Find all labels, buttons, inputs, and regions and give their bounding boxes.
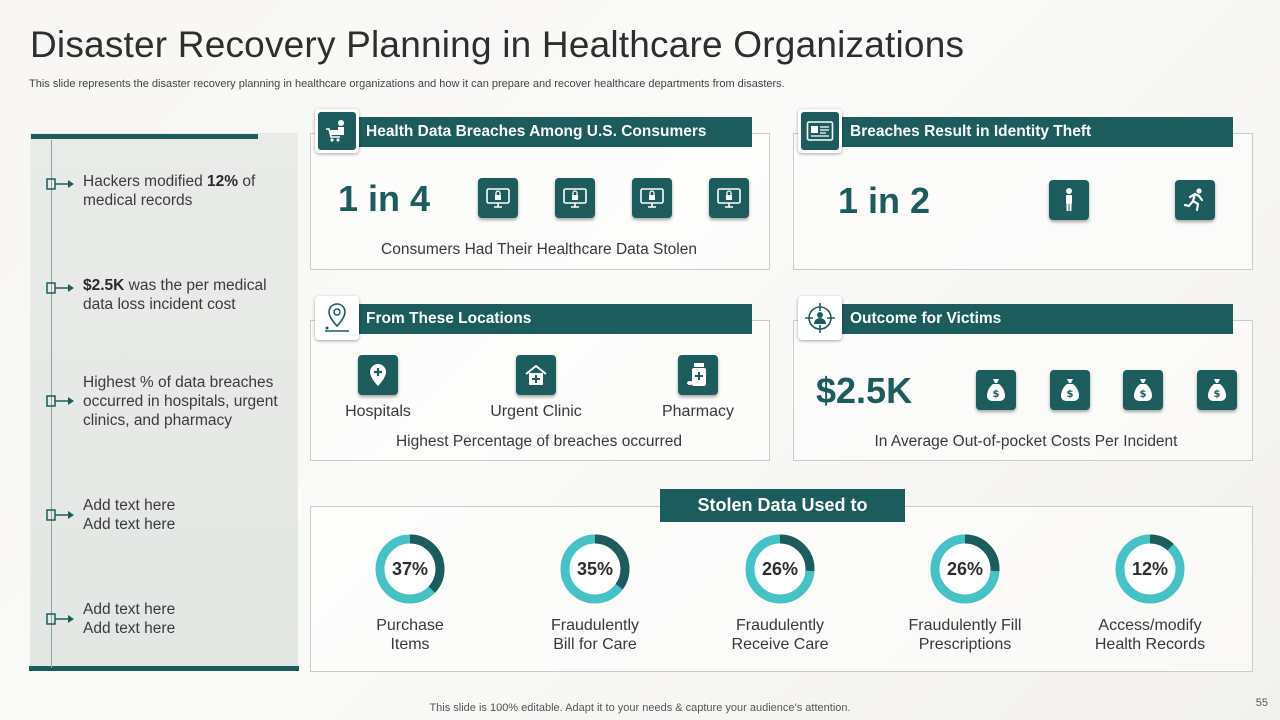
donut-value-arc <box>375 534 445 604</box>
shopping-cart-person-icon <box>326 120 344 142</box>
donut-category-label: Access/modify Health Records <box>1094 617 1206 653</box>
location-label-hospitals: Hospitals <box>345 403 411 420</box>
person-standing-icon <box>1049 180 1089 220</box>
locations-header: From These Locations <box>352 304 752 334</box>
outcome-header-icon-badge <box>798 296 842 340</box>
identity-stat: 1 in 2 <box>838 180 931 221</box>
timeline-text: Add text here Add text here <box>83 497 176 533</box>
money-bag-icon: $ <box>976 370 1016 410</box>
page-subtitle: This slide represents the disaster recov… <box>29 78 785 90</box>
donut-category-label: Fraudulently Fill Prescriptions <box>908 617 1022 653</box>
breaches-header-icon-badge <box>315 109 359 153</box>
left-timeline-panel <box>30 133 298 671</box>
panel-top-bar <box>31 134 258 139</box>
donut-value-arc <box>745 534 815 604</box>
donut-chart: 26% <box>930 534 1000 604</box>
donut-percent-label: 37% <box>392 559 428 579</box>
donut-chart: 37% <box>375 534 445 604</box>
donut-value-arc <box>560 534 630 604</box>
svg-text:$: $ <box>993 389 1000 400</box>
hospital-pin-icon <box>358 355 398 395</box>
donut-chart: 35% <box>560 534 630 604</box>
timeline-item: Hackers modified 12% of medical records <box>46 172 296 232</box>
svg-text:$: $ <box>1214 389 1221 400</box>
id-card-icon <box>806 121 834 141</box>
timeline-item: $2.5K was the per medical data loss inci… <box>46 276 296 336</box>
donut-category-label: Purchase Items <box>376 617 444 653</box>
timeline-item: Add text here Add text here <box>46 497 296 563</box>
target-person-icon <box>805 303 835 333</box>
donut-percent-label: 26% <box>947 559 983 579</box>
connector-icon <box>46 178 74 190</box>
connector-icon <box>46 282 74 294</box>
donut-percent-label: 26% <box>762 559 798 579</box>
monitor-lock-icon <box>709 178 749 218</box>
outcome-header: Outcome for Victims <box>836 304 1233 334</box>
page-title: Disaster Recovery Planning in Healthcare… <box>30 24 965 65</box>
page-number: 55 <box>1255 697 1268 709</box>
locations-caption: Highest Percentage of breaches occurred <box>395 433 683 450</box>
location-label-pharmacy: Pharmacy <box>661 403 735 420</box>
donut-chart: 12% <box>1115 534 1185 604</box>
running-person-icon <box>1175 180 1215 220</box>
connector-icon <box>46 509 74 521</box>
money-bag-icon: $ <box>1197 370 1237 410</box>
breaches-stat: 1 in 4 <box>338 178 431 219</box>
clinic-house-icon <box>516 355 556 395</box>
timeline-text: Add text here Add text here <box>83 601 176 637</box>
svg-text:$: $ <box>1140 389 1147 400</box>
money-bag-icon: $ <box>1123 370 1163 410</box>
outcome-caption: In Average Out-of-pocket Costs Per Incid… <box>874 433 1178 450</box>
outcome-card <box>793 320 1253 461</box>
footer-note: This slide is 100% editable. Adapt it to… <box>429 702 851 714</box>
map-pin-icon <box>325 303 349 332</box>
identity-header-icon-badge <box>798 109 842 153</box>
timeline-item: Highest % of data breaches occurred in h… <box>46 374 296 469</box>
donut-value-arc <box>930 534 1000 604</box>
donut-value-arc <box>1115 534 1185 604</box>
pharmacy-bottle-icon <box>678 355 718 395</box>
timeline-text: Hackers modified 12% of medical records <box>83 173 256 209</box>
svg-text:$: $ <box>1067 389 1074 400</box>
monitor-lock-icon <box>632 178 672 218</box>
identity-header: Breaches Result in Identity Theft <box>836 117 1233 147</box>
donut-category-label: Fraudulently Bill for Care <box>550 617 640 653</box>
connector-icon <box>46 395 74 407</box>
breaches-header: Health Data Breaches Among U.S. Consumer… <box>352 117 752 147</box>
outcome-stat: $2.5K <box>816 370 913 411</box>
money-bag-icon: $ <box>1050 370 1090 410</box>
donut-percent-label: 35% <box>577 559 613 579</box>
donut-percent-label: 12% <box>1132 559 1168 579</box>
timeline-text: $2.5K was the per medical data loss inci… <box>83 277 267 313</box>
panel-bottom-bar <box>29 666 299 671</box>
stolen-header: Stolen Data Used to <box>660 489 905 522</box>
breaches-card <box>310 133 770 270</box>
timeline-line <box>51 140 52 668</box>
connector-icon <box>46 613 74 625</box>
monitor-lock-icon <box>478 178 518 218</box>
location-label-urgent-clinic: Urgent Clinic <box>490 403 582 420</box>
donut-chart: 26% <box>745 534 815 604</box>
breaches-caption: Consumers Had Their Healthcare Data Stol… <box>381 241 697 258</box>
timeline-text: Highest % of data breaches occurred in h… <box>83 374 278 429</box>
monitor-lock-icon <box>555 178 595 218</box>
locations-header-icon-badge <box>315 296 359 340</box>
donut-category-label: Fraudulently Receive Care <box>731 617 829 653</box>
timeline-item: Add text here Add text here <box>46 601 296 667</box>
